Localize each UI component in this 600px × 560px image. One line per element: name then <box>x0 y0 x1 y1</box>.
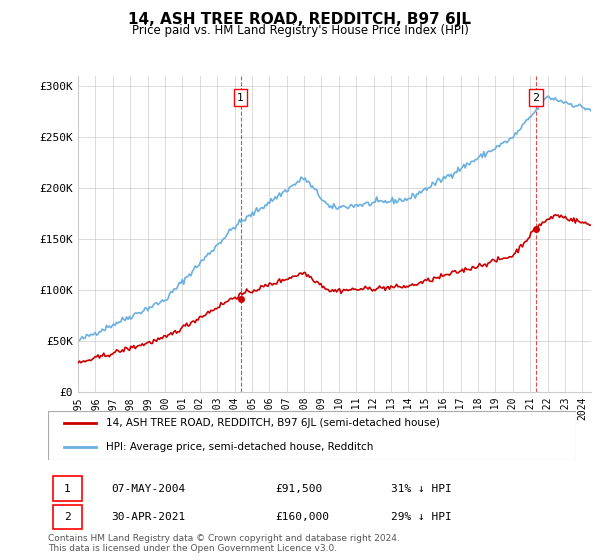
Bar <box>53 477 82 501</box>
Text: Price paid vs. HM Land Registry's House Price Index (HPI): Price paid vs. HM Land Registry's House … <box>131 24 469 37</box>
Text: 31% ↓ HPI: 31% ↓ HPI <box>391 483 452 493</box>
Text: HPI: Average price, semi-detached house, Redditch: HPI: Average price, semi-detached house,… <box>106 441 373 451</box>
Text: 14, ASH TREE ROAD, REDDITCH, B97 6JL (semi-detached house): 14, ASH TREE ROAD, REDDITCH, B97 6JL (se… <box>106 418 440 428</box>
Text: 14, ASH TREE ROAD, REDDITCH, B97 6JL: 14, ASH TREE ROAD, REDDITCH, B97 6JL <box>128 12 472 27</box>
Text: 07-MAY-2004: 07-MAY-2004 <box>112 483 185 493</box>
Text: £91,500: £91,500 <box>275 483 322 493</box>
Text: 30-APR-2021: 30-APR-2021 <box>112 512 185 522</box>
Text: 29% ↓ HPI: 29% ↓ HPI <box>391 512 452 522</box>
Bar <box>53 505 82 529</box>
Text: 1: 1 <box>64 483 71 493</box>
Text: £160,000: £160,000 <box>275 512 329 522</box>
Text: 1: 1 <box>237 93 244 102</box>
Text: 2: 2 <box>64 512 71 522</box>
Text: Contains HM Land Registry data © Crown copyright and database right 2024.
This d: Contains HM Land Registry data © Crown c… <box>48 534 400 553</box>
Text: 2: 2 <box>532 93 539 102</box>
